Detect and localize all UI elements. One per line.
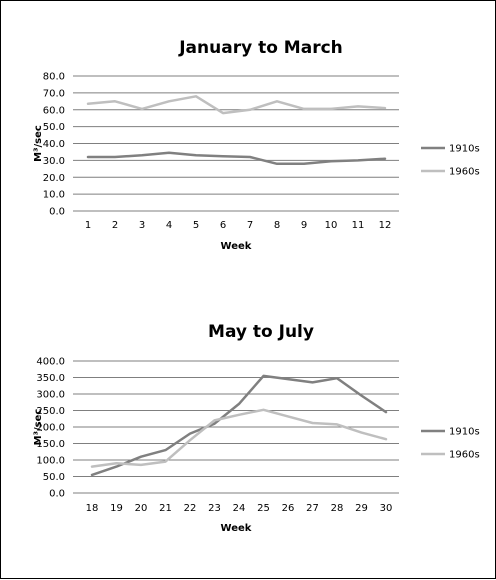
legend-label: 1960s (449, 167, 480, 178)
y-tick-label: 300.0 (36, 390, 65, 401)
y-tick-label: 200.0 (36, 423, 65, 434)
x-tick-label: 26 (282, 503, 295, 514)
series-line-1910s (90, 374, 388, 477)
x-tick-label: 30 (380, 503, 393, 514)
x-tick-label: 22 (184, 503, 197, 514)
y-tick-label: 350.0 (36, 373, 65, 384)
x-tick-label: 8 (274, 220, 280, 231)
x-tick-label: 25 (257, 503, 270, 514)
x-tick-label: 5 (193, 220, 199, 231)
y-tick-label: 30.0 (43, 156, 65, 167)
x-tick-label: 3 (139, 220, 145, 231)
x-tick-label: 28 (331, 503, 344, 514)
x-tick-label: 1 (85, 220, 91, 231)
legend-label: 1910s (449, 144, 480, 155)
x-tick-label: 23 (208, 503, 221, 514)
y-axis-label: M³/sec (33, 125, 44, 162)
x-tick-label: 27 (306, 503, 319, 514)
y-tick-label: 60.0 (43, 105, 65, 116)
y-tick-label: 0.0 (49, 207, 65, 218)
x-tick-label: 7 (247, 220, 253, 231)
chart-title: May to July (208, 322, 314, 342)
y-tick-label: 40.0 (43, 139, 65, 150)
x-axis-label: Week (221, 241, 252, 252)
x-tick-label: 21 (159, 503, 172, 514)
y-tick-label: 0.0 (49, 489, 65, 500)
x-tick-label: 4 (166, 220, 172, 231)
x-axis-label: Week (221, 523, 252, 534)
y-tick-label: 250.0 (36, 406, 65, 417)
x-tick-label: 12 (379, 220, 392, 231)
x-tick-label: 2 (112, 220, 118, 231)
x-tick-label: 9 (301, 220, 307, 231)
y-axis-label: M³/sec (33, 409, 44, 446)
x-tick-label: 24 (233, 503, 246, 514)
y-tick-label: 50.0 (43, 122, 65, 133)
x-tick-label: 10 (325, 220, 338, 231)
y-tick-label: 10.0 (43, 190, 65, 201)
series-line-1910s (86, 151, 387, 166)
y-tick-label: 80.0 (43, 72, 65, 83)
series-line-1960s (86, 95, 387, 115)
x-tick-label: 18 (86, 503, 99, 514)
y-tick-label: 50.0 (43, 472, 65, 483)
x-tick-label: 20 (135, 503, 148, 514)
x-tick-label: 29 (355, 503, 368, 514)
chart-title: January to March (178, 38, 343, 58)
y-tick-label: 400.0 (36, 357, 65, 368)
x-tick-label: 6 (220, 220, 226, 231)
y-tick-label: 150.0 (36, 439, 65, 450)
legend-label: 1910s (449, 427, 480, 438)
x-tick-label: 19 (110, 503, 123, 514)
series-line-1960s (90, 408, 388, 468)
y-tick-label: 20.0 (43, 173, 65, 184)
y-tick-label: 70.0 (43, 88, 65, 99)
x-tick-label: 11 (352, 220, 365, 231)
legend-label: 1960s (449, 450, 480, 461)
y-tick-label: 100.0 (36, 456, 65, 467)
